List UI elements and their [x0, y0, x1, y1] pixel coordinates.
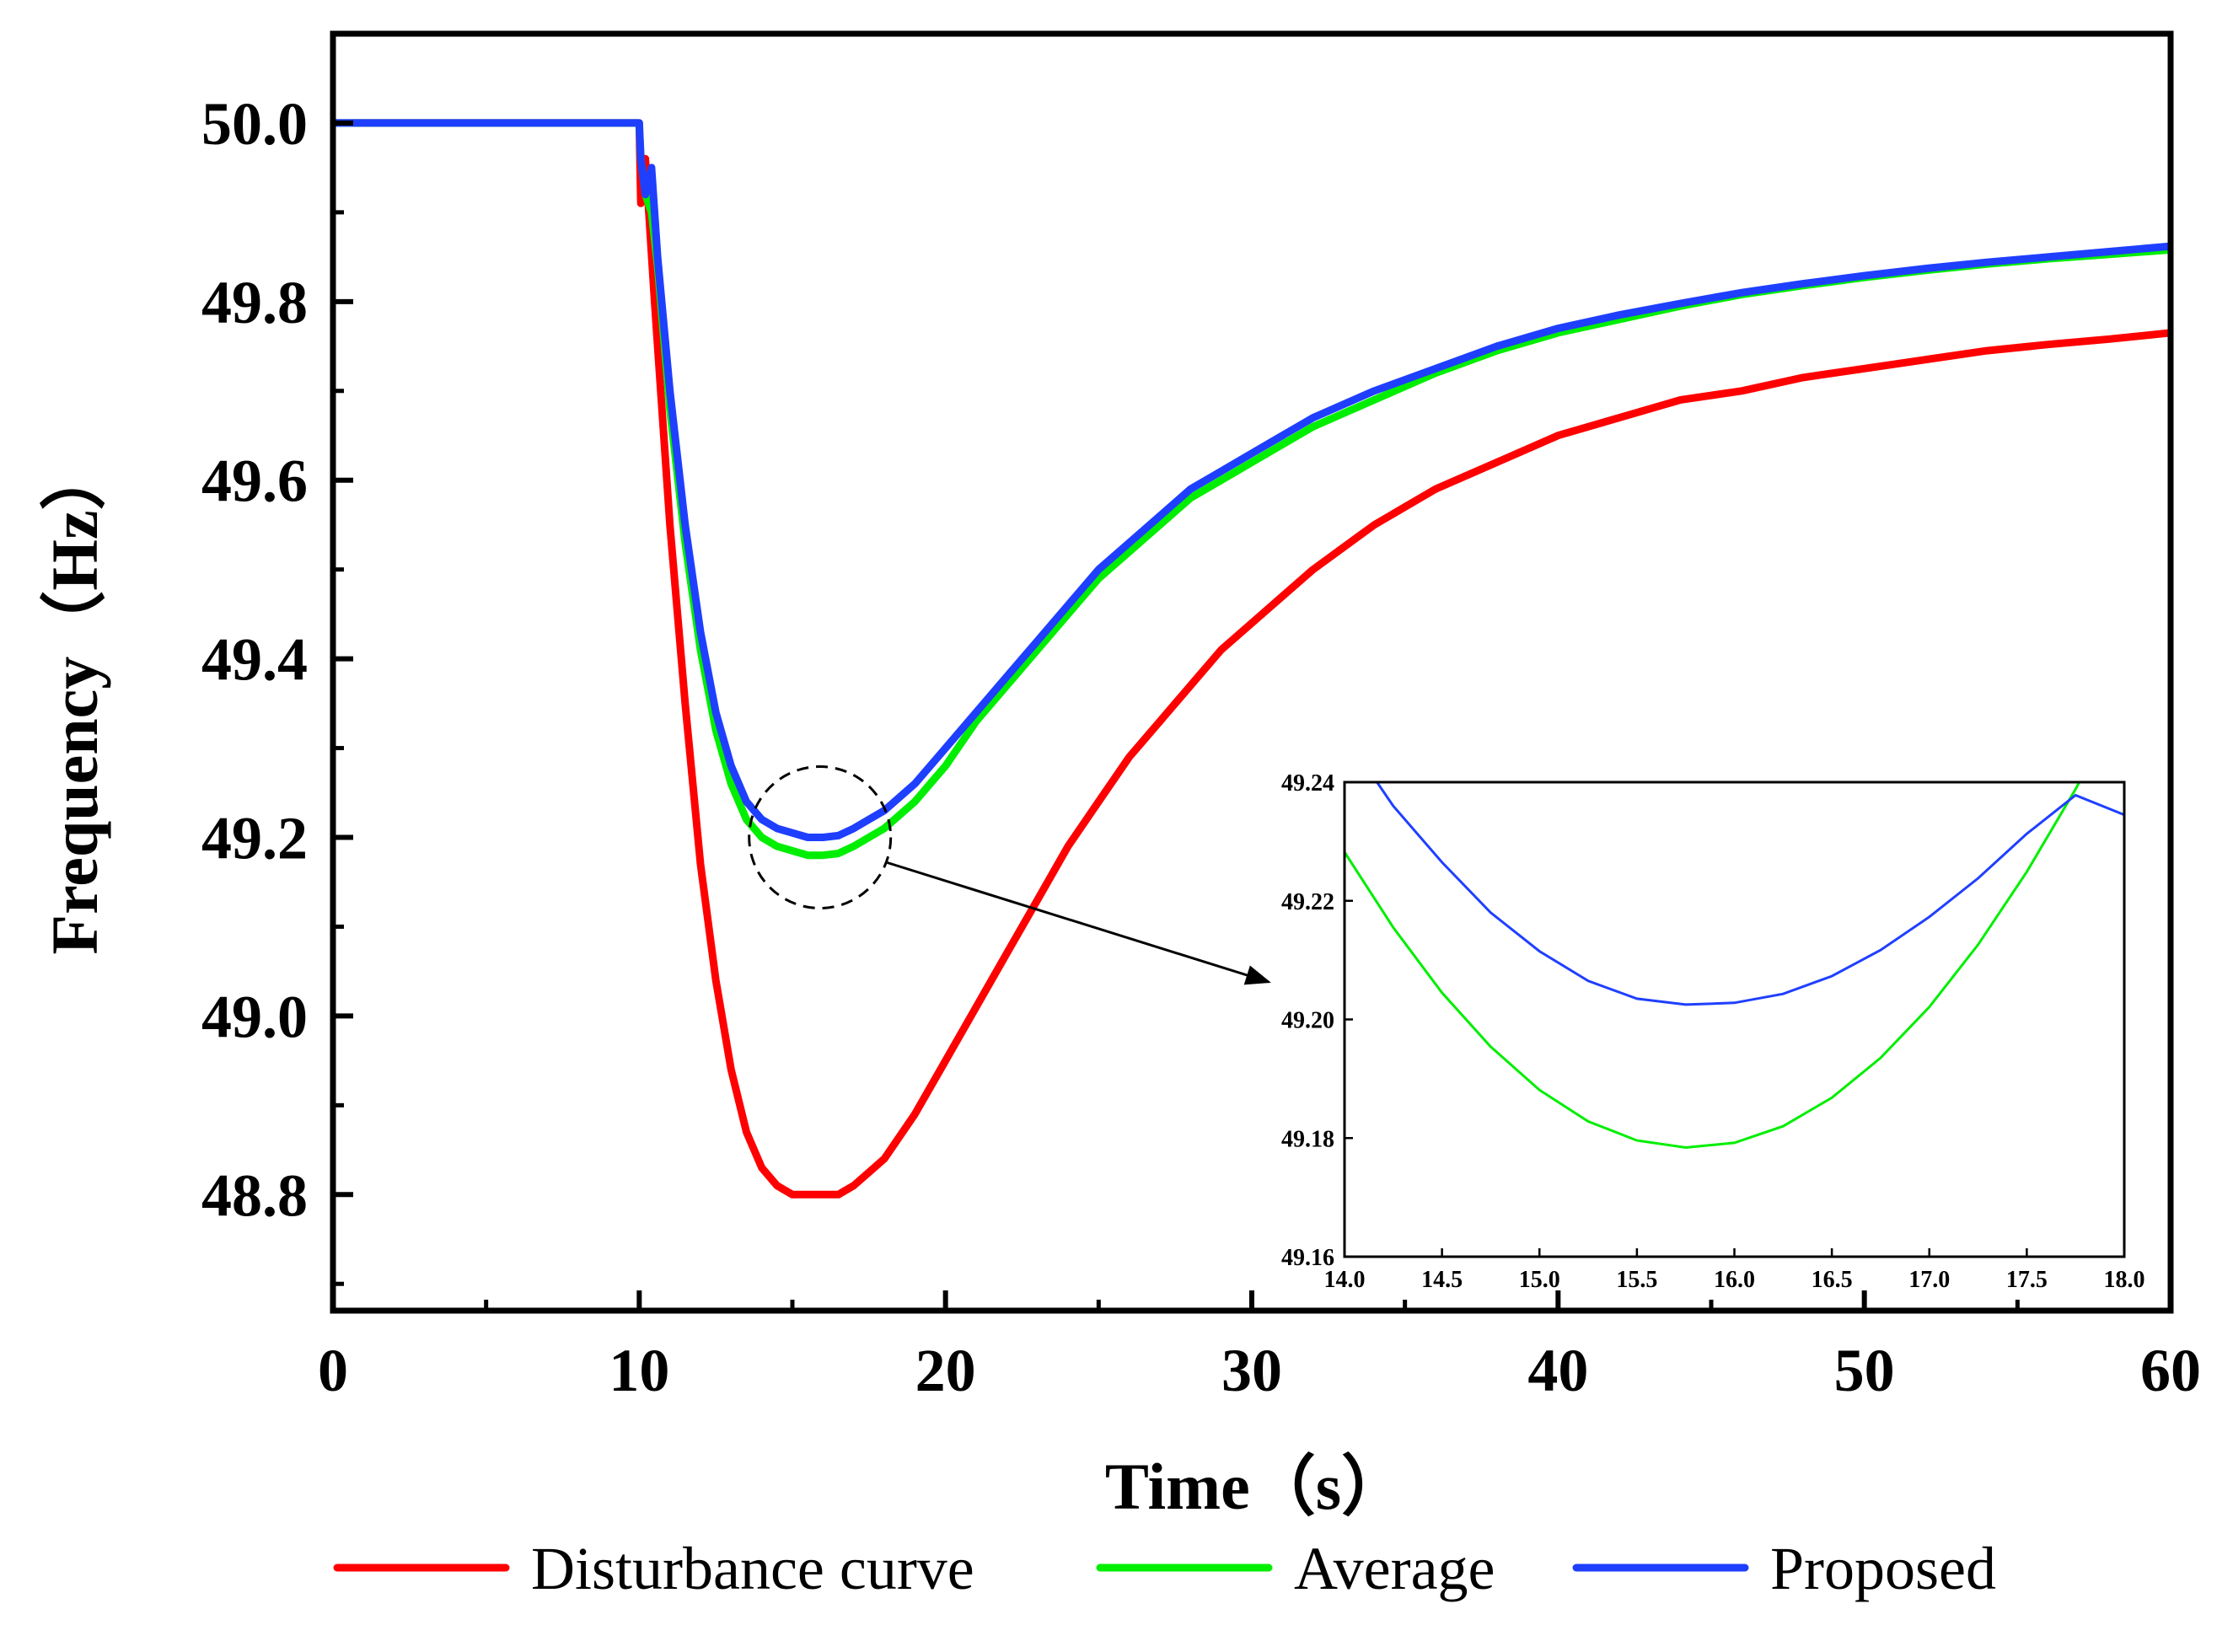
- inset-y-tick-label: 49.20: [1281, 1008, 1334, 1034]
- y-axis-title: Frequency（Hz）: [38, 444, 111, 954]
- inset-y-tick-label: 49.22: [1281, 889, 1334, 915]
- x-tick-label: 50: [1834, 1337, 1895, 1404]
- x-axis-title: Time（s）: [1105, 1450, 1407, 1523]
- inset-x-tick-label: 16.5: [1812, 1267, 1853, 1293]
- inset-x-tick-label: 15.0: [1519, 1267, 1560, 1293]
- inset-y-tick-label: 49.16: [1281, 1245, 1334, 1271]
- x-tick-label: 0: [318, 1337, 348, 1404]
- series-line-proposed: [333, 119, 2171, 841]
- x-tick-label: 40: [1527, 1337, 1588, 1404]
- inset-x-tick-label: 14.5: [1421, 1267, 1463, 1293]
- series-line-disturbance-curve: [333, 119, 2171, 1199]
- x-axis-ticks: 0 10 20 30 40 50 60: [318, 1290, 2201, 1404]
- zoom-circle: [748, 764, 893, 909]
- inset-series-line-average: [1345, 782, 2081, 1150]
- y-tick-label: 48.8: [201, 1161, 308, 1229]
- series-line-average: [333, 119, 2171, 860]
- inset-y-tick-label: 49.24: [1281, 770, 1334, 796]
- y-tick-label: 49.8: [201, 269, 308, 336]
- x-tick-label: 30: [1221, 1337, 1282, 1404]
- inset-x-axis-ticks: 14.0 14.5 15.0 15.5 16.0 16.5 17.0 17.5 18.0: [1324, 1248, 2145, 1293]
- y-tick-label: 49.6: [201, 448, 308, 515]
- y-axis-ticks: 48.8 49.0 49.2 49.4 49.6 49.8 50.0: [201, 31, 353, 1286]
- inset-background: [1345, 782, 2124, 1257]
- y-tick-label: 50.0: [201, 90, 308, 158]
- inset-x-tick-label: 17.0: [1908, 1267, 1950, 1293]
- inset-y-tick-label: 49.18: [1281, 1126, 1334, 1152]
- inset-x-tick-label: 14.0: [1324, 1267, 1366, 1293]
- inset-x-tick-label: 17.5: [2006, 1267, 2048, 1293]
- legend-label-proposed: Proposed: [1770, 1535, 1996, 1602]
- y-tick-label: 49.4: [201, 626, 308, 694]
- zoom-arrow: [887, 861, 1271, 985]
- inset-x-tick-label: 18.0: [2104, 1267, 2145, 1293]
- inset-plot: 14.0 14.5 15.0 15.5 16.0 16.5 17.0 17.5 18.0 49.…: [1281, 770, 2145, 1293]
- inset-x-tick-label: 15.5: [1616, 1267, 1657, 1293]
- x-tick-label: 20: [915, 1337, 976, 1404]
- inset-x-tick-label: 16.0: [1714, 1267, 1755, 1293]
- legend: Disturbance curve Average Proposed: [333, 1535, 1996, 1602]
- inset-series-group: [1345, 782, 2124, 1150]
- zoom-annotation: [748, 764, 1271, 985]
- main-series-group: [333, 119, 2171, 1199]
- legend-label-disturbance-curve: Disturbance curve: [531, 1535, 974, 1602]
- legend-label-average: Average: [1294, 1535, 1495, 1602]
- inset-y-axis-ticks: 49.16 49.18 49.20 49.22 49.24: [1281, 770, 1353, 1271]
- inset-series-line-proposed: [1375, 782, 2124, 1006]
- y-tick-label: 49.2: [201, 804, 308, 872]
- y-tick-label: 49.0: [201, 983, 308, 1050]
- x-tick-label: 60: [2140, 1337, 2201, 1404]
- x-tick-label: 10: [609, 1337, 669, 1404]
